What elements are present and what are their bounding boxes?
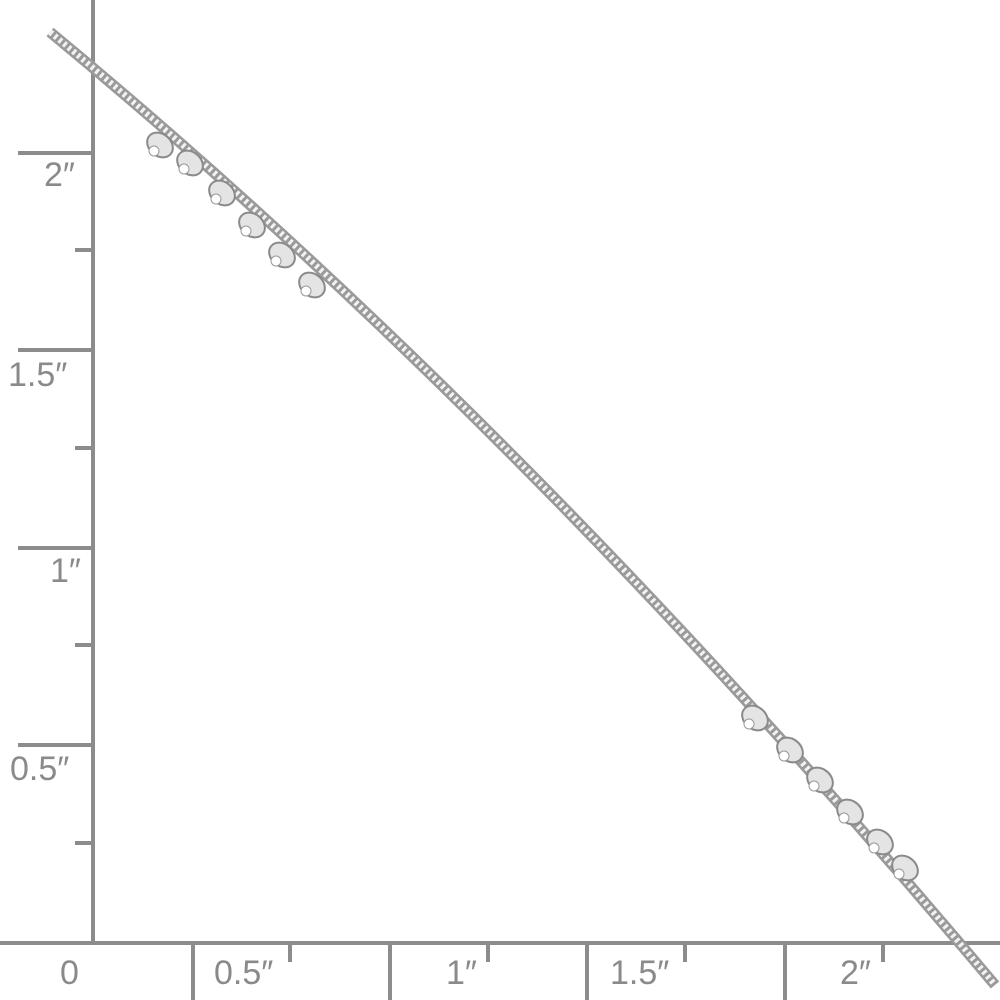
bead xyxy=(776,736,804,764)
bead xyxy=(176,149,204,177)
chain xyxy=(46,27,1000,989)
bead xyxy=(866,828,894,856)
v-label-0-5: 0.5″ xyxy=(10,750,70,788)
bead xyxy=(806,766,834,794)
bead xyxy=(836,798,864,826)
bead xyxy=(268,241,296,269)
bead xyxy=(891,854,919,882)
bead xyxy=(741,704,769,732)
h-label-1: 1″ xyxy=(446,954,477,992)
h-label-2: 2″ xyxy=(840,954,871,992)
v-label-1-5: 1.5″ xyxy=(8,356,68,394)
bead xyxy=(298,271,326,299)
v-label-1: 1″ xyxy=(50,552,81,590)
h-label-0: 0 xyxy=(60,954,79,992)
bead xyxy=(146,131,174,159)
v-label-2: 2″ xyxy=(44,156,75,194)
h-label-0-5: 0.5″ xyxy=(214,954,274,992)
h-label-1-5: 1.5″ xyxy=(610,954,670,992)
bead xyxy=(238,211,266,239)
bead xyxy=(208,179,236,207)
